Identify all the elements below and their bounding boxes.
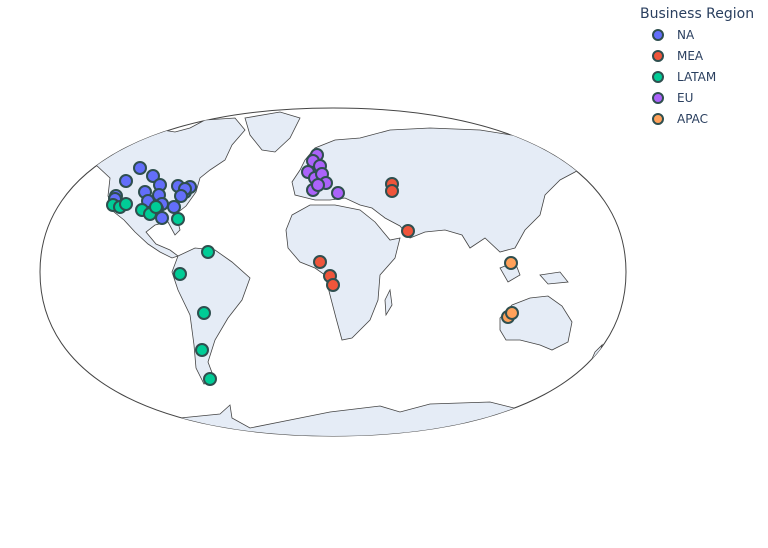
land-south-america xyxy=(171,247,251,385)
marker-na[interactable] xyxy=(119,174,133,188)
marker-apac[interactable] xyxy=(504,256,518,270)
legend-marker-icon xyxy=(652,91,664,104)
legend-item-mea[interactable]: MEA xyxy=(640,45,754,66)
marker-latam[interactable] xyxy=(201,245,215,259)
legend-label: APAC xyxy=(677,111,709,126)
land-africa xyxy=(285,204,401,341)
land-madagascar xyxy=(384,288,393,317)
legend-label: LATAM xyxy=(677,69,717,84)
marker-latam[interactable] xyxy=(173,267,187,281)
legend-label: EU xyxy=(677,90,694,105)
marker-latam[interactable] xyxy=(149,200,163,214)
legend-marker-icon xyxy=(652,70,664,83)
legend-item-na[interactable]: NA xyxy=(640,24,754,45)
legend-label: MEA xyxy=(677,48,704,63)
legend-marker-icon xyxy=(652,28,664,41)
marker-mea[interactable] xyxy=(326,278,340,292)
legend-item-latam[interactable]: LATAM xyxy=(640,66,754,87)
legend: Business Region NA MEA LATAM EU APAC xyxy=(640,6,754,129)
land-eurasia xyxy=(291,127,591,253)
marker-na[interactable] xyxy=(133,161,147,175)
legend-marker-icon xyxy=(652,49,664,62)
land-new-guinea xyxy=(539,271,569,285)
legend-item-apac[interactable]: APAC xyxy=(640,108,754,129)
marker-latam[interactable] xyxy=(197,306,211,320)
marker-eu[interactable] xyxy=(311,178,325,192)
marker-eu[interactable] xyxy=(331,186,345,200)
marker-na[interactable] xyxy=(155,211,169,225)
marker-latam[interactable] xyxy=(119,197,133,211)
marker-na[interactable] xyxy=(174,189,188,203)
legend-title: Business Region xyxy=(640,6,755,22)
marker-mea[interactable] xyxy=(313,255,327,269)
marker-mea[interactable] xyxy=(385,184,399,198)
marker-na[interactable] xyxy=(146,169,160,183)
legend-label: NA xyxy=(677,27,695,42)
legend-item-eu[interactable]: EU xyxy=(640,87,754,108)
marker-latam[interactable] xyxy=(171,212,185,226)
marker-mea[interactable] xyxy=(401,224,415,238)
legend-marker-icon xyxy=(652,112,664,125)
land-greenland xyxy=(244,111,301,153)
scatter-markers[interactable] xyxy=(106,148,519,386)
marker-latam[interactable] xyxy=(203,372,217,386)
marker-na[interactable] xyxy=(167,200,181,214)
marker-apac[interactable] xyxy=(505,306,519,320)
marker-latam[interactable] xyxy=(195,343,209,357)
